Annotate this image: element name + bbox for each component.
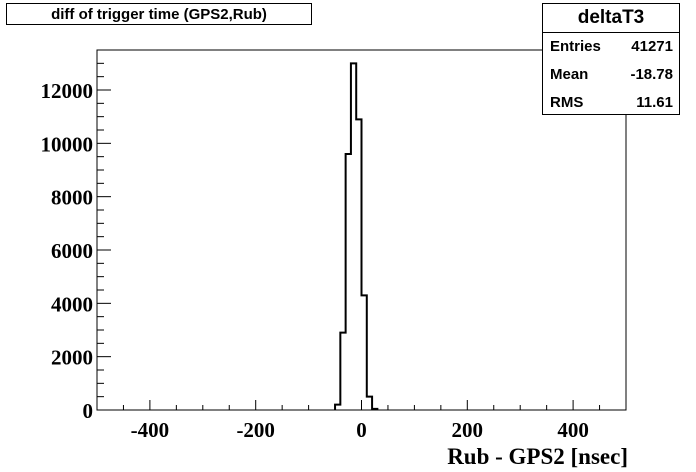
stats-row-mean: Mean -18.78	[543, 61, 679, 89]
y-tick-label: 0	[83, 399, 94, 423]
stats-row-entries: Entries 41271	[543, 33, 679, 61]
stats-rms-value: 11.61	[636, 94, 673, 111]
stats-rms-label: RMS	[550, 94, 584, 111]
chart-title: diff of trigger time (GPS2,Rub)	[6, 3, 312, 25]
y-tick-label: 4000	[51, 292, 93, 316]
stats-entries-value: 41271	[631, 38, 673, 55]
stats-mean-value: -18.78	[630, 66, 673, 83]
y-tick-label: 12000	[41, 79, 94, 103]
x-tick-labels: -400 -200 0 200 400	[131, 418, 589, 442]
stats-row-rms: RMS 11.61	[543, 89, 679, 117]
x-tick-label: -200	[236, 418, 275, 442]
histogram-line	[334, 62, 379, 410]
stats-entries-label: Entries	[550, 38, 601, 55]
x-tick-label: 400	[557, 418, 589, 442]
x-tick-label: -400	[131, 418, 170, 442]
y-tick-label: 2000	[51, 346, 93, 370]
stats-mean-label: Mean	[550, 66, 589, 83]
x-axis-title: Rub - GPS2 [nsec]	[447, 444, 628, 469]
stats-histogram-name: deltaT3	[543, 4, 679, 33]
stats-box: deltaT3 Entries 41271 Mean -18.78 RMS 11…	[542, 3, 680, 115]
y-tick-label: 10000	[41, 132, 94, 156]
y-tick-label: 6000	[51, 239, 93, 263]
y-tick-label: 8000	[51, 186, 93, 210]
x-tick-label: 0	[356, 418, 367, 442]
y-tick-labels: 0 2000 4000 6000 8000 10000 12000	[41, 79, 94, 423]
x-tick-label: 200	[452, 418, 484, 442]
